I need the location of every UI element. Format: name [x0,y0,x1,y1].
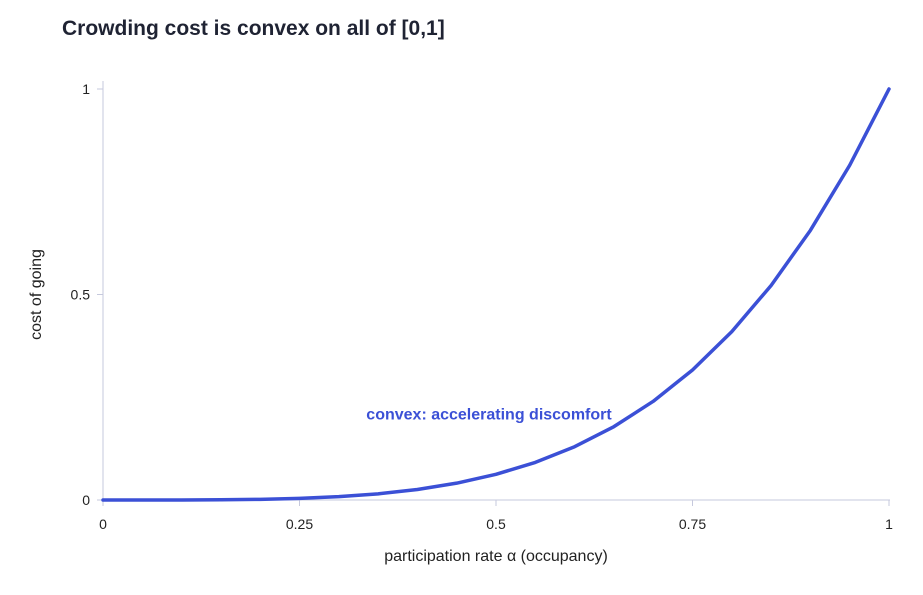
chart-title: Crowding cost is convex on all of [0,1] [62,17,445,40]
annotation-layer: convex: accelerating discomfort [366,407,612,424]
axes [102,81,890,501]
annotation-label: convex: accelerating discomfort [366,407,612,424]
x-tick-label: 1 [885,516,893,532]
x-tick-label: 0.75 [679,516,706,532]
y-tick-label: 0.5 [71,287,91,303]
y-tick-label: 0 [82,492,90,508]
y-ticks: 00.51 [71,81,103,508]
x-tick-label: 0.25 [286,516,313,532]
y-tick-label: 1 [82,81,90,97]
x-axis-label: participation rate α (occupancy) [384,548,608,565]
x-tick-label: 0 [99,516,107,532]
x-ticks: 0 0.25 0.5 0.75 1 [99,500,893,532]
y-axis-label: cost of going [28,249,45,340]
series-line [101,87,891,502]
x-tick-label: 0.5 [486,516,506,532]
series-layer [101,87,891,502]
